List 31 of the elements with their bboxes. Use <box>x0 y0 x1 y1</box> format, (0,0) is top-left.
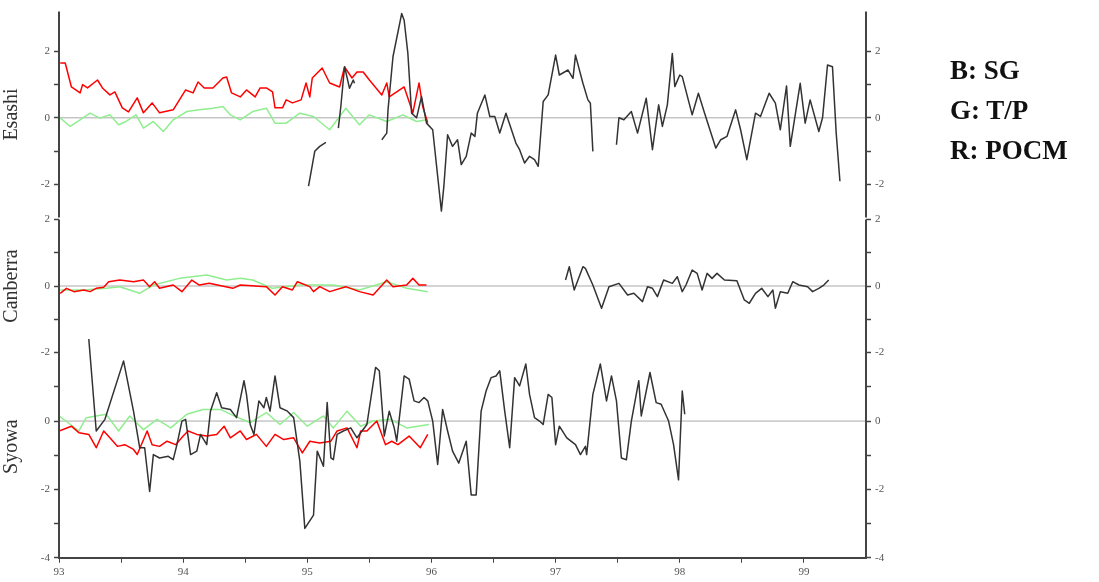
y-tick-label: -2 <box>40 177 50 190</box>
x-tick-label: 97 <box>550 565 562 578</box>
y2-tick-label: 0 <box>875 413 881 426</box>
y-tick-label: 0 <box>44 110 51 123</box>
text: R: POCM <box>950 134 1068 167</box>
x-tick-label: 99 <box>798 565 810 578</box>
y-tick-label: 2 <box>44 212 50 225</box>
y2-tick-label: -4 <box>875 550 885 563</box>
y-tick-label: -2 <box>40 345 50 358</box>
y2-tick-label: 2 <box>875 44 881 57</box>
x-tick-label: 93 <box>53 565 65 578</box>
y-tick-label: -2 <box>40 482 50 495</box>
x-tick-label: 94 <box>177 565 190 578</box>
y-tick-label: -4 <box>40 550 51 563</box>
x-tick-label: 98 <box>674 565 686 578</box>
x-tick-label: 96 <box>425 565 438 578</box>
y2-tick-label: 0 <box>875 278 881 291</box>
y2-tick-label: -2 <box>875 177 885 190</box>
y-axis-title: Syowa <box>0 419 23 474</box>
text: B: SG <box>950 54 1021 87</box>
y2-tick-label: -2 <box>875 482 885 495</box>
x-tick-label: 95 <box>301 565 314 578</box>
y-tick-label: 0 <box>44 278 51 291</box>
y-tick-label: 2 <box>44 44 50 57</box>
y2-tick-label: 2 <box>875 212 881 225</box>
y-tick-label: 0 <box>44 413 51 426</box>
text: G: T/P <box>950 94 1030 127</box>
y2-tick-label: -2 <box>875 345 885 358</box>
y2-tick-label: 0 <box>875 110 881 123</box>
y-axis-title: Esashi <box>0 87 22 141</box>
y-axis-title: Canberra <box>0 249 22 323</box>
